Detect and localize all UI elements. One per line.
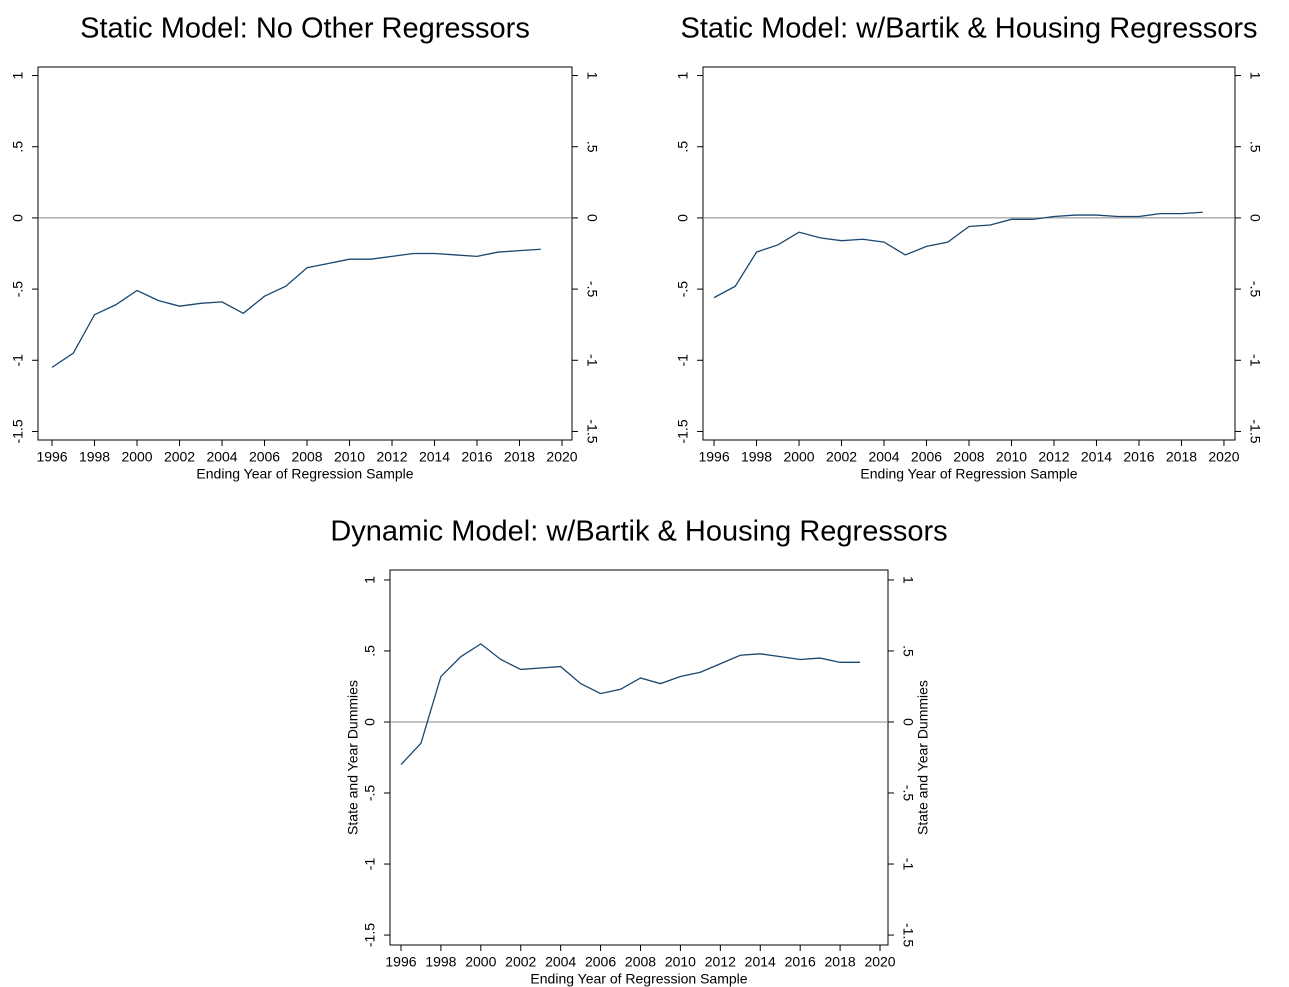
- y2-axis-label: State and Year Dummies: [915, 680, 931, 835]
- x-tick-label: 2012: [705, 954, 736, 970]
- x-tick-label: 2016: [1123, 449, 1154, 465]
- y2-tick-label: -.5: [900, 785, 916, 802]
- y2-tick-label: 1: [584, 72, 600, 80]
- x-tick-label: 2004: [868, 449, 899, 465]
- y2-tick-label: -1.5: [584, 419, 600, 443]
- y-axis-label: State and Year Dummies: [345, 680, 361, 835]
- x-tick-label: 2010: [996, 449, 1027, 465]
- x-tick-label: 2006: [585, 954, 616, 970]
- x-tick-label: 2000: [465, 954, 496, 970]
- y-tick-label: .5: [362, 645, 378, 657]
- y-tick-label: .5: [10, 141, 26, 153]
- chart-title: Dynamic Model: w/Bartik & Housing Regres…: [330, 516, 947, 548]
- x-tick-label: 2002: [164, 449, 195, 465]
- x-tick-label: 2006: [249, 449, 280, 465]
- x-tick-label: 2020: [1208, 449, 1239, 465]
- y-tick-label: -1.5: [362, 923, 378, 947]
- y2-tick-label: -1.5: [900, 923, 916, 947]
- y2-tick-label: .5: [584, 141, 600, 153]
- x-tick-label: 1998: [79, 449, 110, 465]
- y-tick-label: -1.5: [10, 419, 26, 443]
- x-tick-label: 2016: [461, 449, 492, 465]
- y2-tick-label: .5: [900, 645, 916, 657]
- y-tick-label: -1.5: [675, 419, 691, 443]
- x-tick-label: 2018: [1166, 449, 1197, 465]
- x-axis-label: Ending Year of Regression Sample: [530, 971, 747, 987]
- x-axis-label: Ending Year of Regression Sample: [196, 466, 413, 482]
- x-tick-label: 2018: [504, 449, 535, 465]
- x-tick-label: 2006: [911, 449, 942, 465]
- y2-tick-label: -.5: [1247, 281, 1263, 298]
- y-tick-label: -.5: [362, 785, 378, 802]
- data-line: [400, 643, 861, 766]
- x-tick-label: 2010: [334, 449, 365, 465]
- x-tick-label: 2008: [953, 449, 984, 465]
- x-tick-label: 1996: [698, 449, 729, 465]
- y2-tick-label: 0: [900, 718, 916, 726]
- x-tick-label: 2014: [419, 449, 450, 465]
- y-tick-label: -.5: [10, 281, 26, 298]
- y-tick-label: -1: [10, 354, 26, 367]
- x-tick-label: 2008: [291, 449, 322, 465]
- data-line: [51, 248, 541, 368]
- x-tick-label: 2012: [376, 449, 407, 465]
- y-tick-label: 0: [10, 214, 26, 222]
- y2-tick-label: 0: [1247, 214, 1263, 222]
- x-tick-label: 2020: [546, 449, 577, 465]
- y2-tick-label: -1: [900, 858, 916, 871]
- plot-frame: [37, 66, 573, 441]
- x-tick-label: 1996: [385, 954, 416, 970]
- y-tick-label: .5: [675, 141, 691, 153]
- data-line: [713, 211, 1203, 299]
- y2-tick-label: 0: [584, 214, 600, 222]
- y-tick-label: -1: [362, 858, 378, 871]
- y2-tick-label: .5: [1247, 141, 1263, 153]
- plot-frame: [702, 66, 1236, 441]
- x-axis-label: Ending Year of Regression Sample: [860, 466, 1077, 482]
- x-tick-label: 2000: [121, 449, 152, 465]
- x-tick-label: 1996: [36, 449, 67, 465]
- y-tick-label: 0: [675, 214, 691, 222]
- x-tick-label: 2012: [1038, 449, 1069, 465]
- y-tick-label: 1: [10, 71, 26, 79]
- x-tick-label: 2010: [665, 954, 696, 970]
- x-tick-label: 2004: [545, 954, 576, 970]
- x-tick-label: 2014: [745, 954, 776, 970]
- y-tick-label: -.5: [675, 281, 691, 298]
- y-tick-label: -1: [675, 354, 691, 367]
- x-tick-label: 2002: [826, 449, 857, 465]
- x-tick-label: 2000: [783, 449, 814, 465]
- x-tick-label: 1998: [425, 954, 456, 970]
- y-tick-label: 1: [362, 576, 378, 584]
- x-tick-label: 2004: [206, 449, 237, 465]
- x-tick-label: 2008: [625, 954, 656, 970]
- y-tick-label: 0: [362, 718, 378, 726]
- y2-tick-label: -1: [1247, 354, 1263, 367]
- y2-tick-label: -1: [584, 354, 600, 367]
- x-tick-label: 2014: [1081, 449, 1112, 465]
- x-tick-label: 2016: [785, 954, 816, 970]
- y2-tick-label: -1.5: [1247, 419, 1263, 443]
- chart-title: Static Model: No Other Regressors: [80, 13, 530, 45]
- y2-tick-label: 1: [900, 576, 916, 584]
- y2-tick-label: 1: [1247, 72, 1263, 80]
- x-tick-label: 2018: [825, 954, 856, 970]
- x-tick-label: 2020: [864, 954, 895, 970]
- x-tick-label: 2002: [505, 954, 536, 970]
- y2-tick-label: -.5: [584, 281, 600, 298]
- chart-title: Static Model: w/Bartik & Housing Regress…: [681, 13, 1258, 45]
- x-tick-label: 1998: [741, 449, 772, 465]
- y-tick-label: 1: [675, 71, 691, 79]
- plot-frame: [389, 569, 889, 946]
